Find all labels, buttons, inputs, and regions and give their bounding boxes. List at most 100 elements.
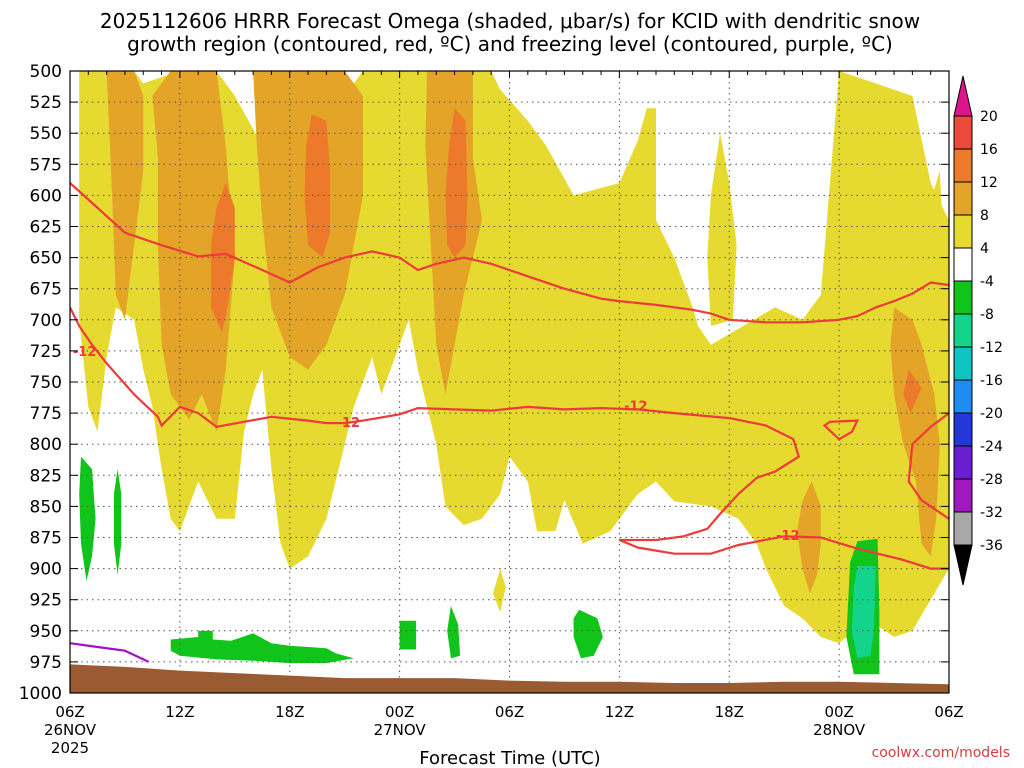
y-tick-label: 925 [30,591,62,611]
colorbar-swatch [953,511,973,546]
omega-region-11 [304,114,330,258]
colorbar-tick-label: 4 [980,241,989,257]
colorbar-tick-label: 16 [980,142,998,158]
y-tick-label: 875 [30,529,62,549]
colorbar-tick-label: 20 [980,109,998,125]
y-tick-label: 1000 [19,684,62,704]
x-tick-label: 12Z [165,703,194,721]
x-tick-label: 00Z [824,703,853,721]
dgz-contour-segment-1 [822,419,860,441]
colorbar-tick-label: -16 [980,373,1003,389]
omega-region-13 [903,369,922,414]
omega-region-12 [445,108,468,258]
y-tick-label: 700 [30,311,62,331]
y-tick-label: 975 [30,653,62,673]
x-tick-date: 28NOV [813,721,866,739]
y-tick-label: 750 [30,373,62,393]
credit-text: coolwx.com/models [872,745,1010,761]
x-tick-label: 06Z [495,703,524,721]
terrain-layer [70,664,949,693]
omega-region-16 [170,630,354,664]
omega-region-1 [707,133,737,326]
omega-region-17 [399,620,417,650]
dgz-contour-label: -12 [337,416,361,431]
colorbar-tick-label: -20 [980,406,1003,422]
y-tick-label: 775 [30,404,62,424]
colorbar-swatch [953,379,973,414]
colorbar-bottom-triangle [953,544,973,586]
dgz-contour-label: -12 [776,529,800,544]
x-tick-label: 18Z [715,703,744,721]
x-tick-year: 2025 [51,739,89,757]
x-tick-label: 00Z [385,703,414,721]
colorbar-tick-label: -32 [980,505,1003,521]
y-tick-label: 850 [30,497,62,517]
colorbar-top-triangle [953,75,973,117]
dgz-contour-label: -12 [73,345,97,360]
y-tick-label: 650 [30,249,62,269]
freezing-level-contour [70,642,150,663]
x-tick-label: 12Z [605,703,634,721]
x-tick-label: 06Z [55,703,84,721]
y-tick-label: 575 [30,155,62,175]
colorbar-swatch [953,247,973,282]
colorbar-swatch [953,148,973,183]
y-tick-label: 675 [30,280,62,300]
omega-region-10 [211,183,235,333]
colorbar-tick-label: -24 [980,439,1003,455]
omega-shading-layer [79,71,949,675]
y-tick-label: 525 [30,93,62,113]
omega-region-15 [113,469,122,575]
x-tick-date: 26NOV [44,721,97,739]
y-tick-label: 725 [30,342,62,362]
colorbar-tick-label: -4 [980,274,994,290]
y-tick-label: 825 [30,466,62,486]
y-tick-label: 800 [30,435,62,455]
colorbar-swatch [953,445,973,480]
x-tick-date: 27NOV [374,721,427,739]
colorbar-swatch [953,214,973,249]
omega-region-19 [573,609,603,659]
dgz-contour-label: -12 [624,400,648,415]
omega-region-5 [152,71,235,432]
chart-title-line-2: growth region (contoured, red, ºC) and f… [127,32,893,56]
omega-region-21 [851,566,876,659]
omega-region-4 [106,71,144,320]
terrain-fill [70,664,949,693]
x-axis-title: Forecast Time (UTC) [419,748,600,768]
colorbar: 20 16 12 8 4 -4 -8 -12 -16 -20 -24 -28 -32 -36 [953,75,1003,586]
colorbar-tick-label: -8 [980,307,994,323]
dgz-contour-lower [70,306,949,570]
omega-region-14 [79,456,96,581]
omega-region-8 [890,307,940,557]
y-tick-label: 900 [30,560,62,580]
omega-region-3 [493,568,506,613]
colorbar-swatch [953,181,973,216]
dgz-contour-segment-2 [907,412,949,520]
y-tick-label: 550 [30,124,62,144]
y-tick-label: 625 [30,218,62,238]
colorbar-swatch [953,478,973,513]
colorbar-tick-label: -36 [980,538,1003,554]
colorbar-tick-label: 8 [980,208,989,224]
colorbar-tick-label: -12 [980,340,1003,356]
chart-title-line-1: 2025112606 HRRR Forecast Omega (shaded, … [100,9,920,33]
omega-region-2 [927,170,944,308]
colorbar-swatch [953,346,973,381]
x-tick-label: 18Z [275,703,304,721]
omega-region-18 [447,605,461,659]
colorbar-tick-label: 12 [980,175,998,191]
x-tick-label: 06Z [934,703,963,721]
colorbar-swatch [953,280,973,315]
colorbar-swatch [953,412,973,447]
y-tick-label: 500 [30,62,62,82]
y-tick-label: 600 [30,186,62,206]
y-tick-label: 950 [30,622,62,642]
colorbar-swatch [953,313,973,348]
y-axis-ticks: 500 525 550 575 600 625 650 675 700 725 750 775 800 8… [19,62,949,704]
gridlines [69,71,950,693]
colorbar-tick-label: -28 [980,472,1003,488]
dgz-contour-layer: -12 -12 -12 -12 [70,182,949,663]
